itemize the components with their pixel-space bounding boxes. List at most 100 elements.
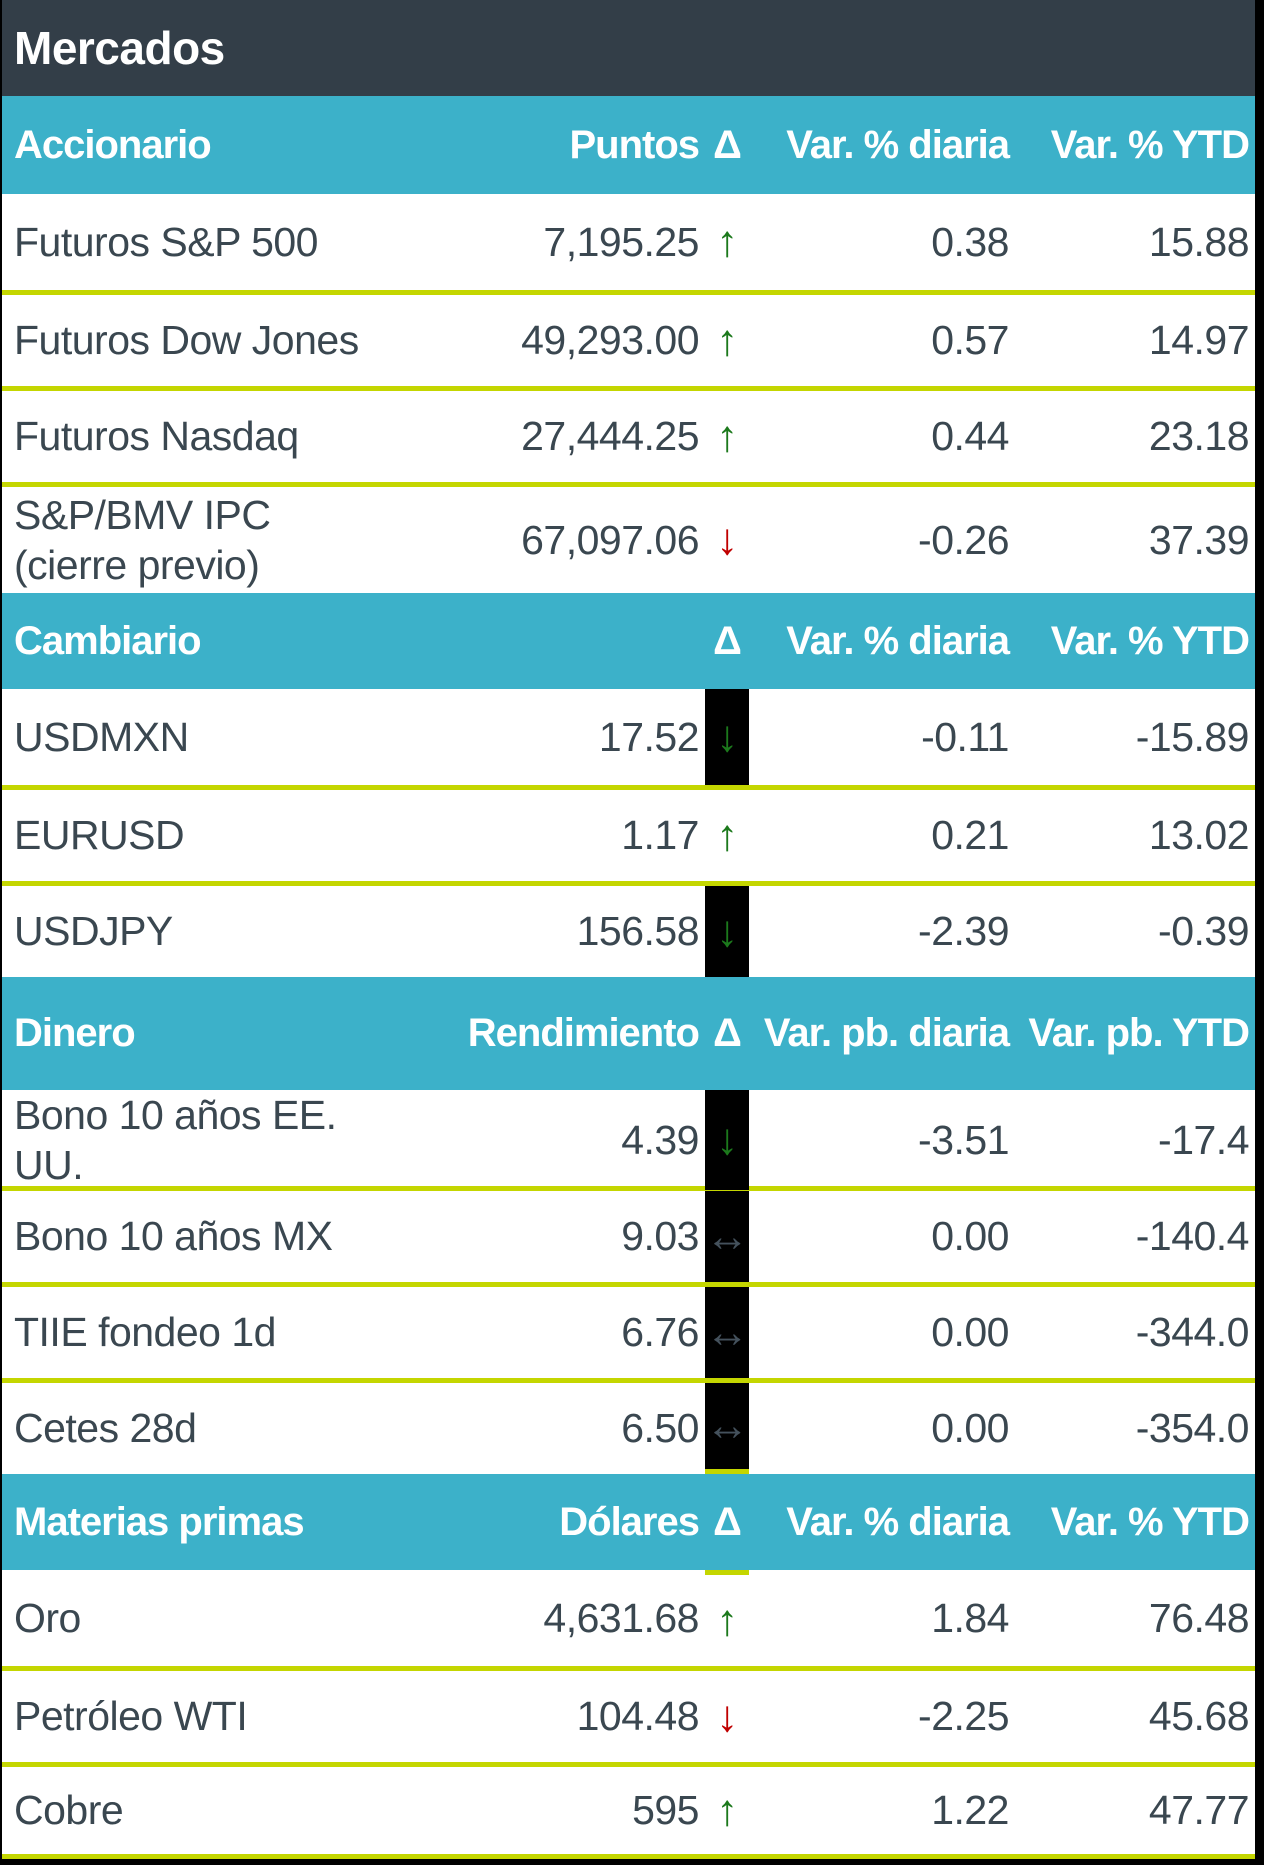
table-row: USDMXN 17.52 ↓ -0.11 -15.89 xyxy=(2,689,1255,785)
instrument-value: 9.03 xyxy=(621,1213,699,1260)
daily-change: -0.26 xyxy=(918,516,1009,563)
section-title: Cambiario xyxy=(14,618,202,663)
section-title: Materias primas xyxy=(14,1499,305,1544)
instrument-value: 156.58 xyxy=(576,908,700,955)
table-row: Futuros S&P 500 7,195.25 ↑ 0.38 15.88 xyxy=(2,194,1255,290)
daily-change: 1.84 xyxy=(931,1594,1009,1641)
ytd-column-header: Var. pb. YTD xyxy=(1028,1011,1250,1055)
instrument-label: EURUSD xyxy=(14,812,185,859)
section-rows-cambiario: USDMXN 17.52 ↓ -0.11 -15.89 EURUSD 1.17 … xyxy=(2,689,1255,977)
ytd-change: 13.02 xyxy=(1148,812,1250,859)
instrument-label: Bono 10 años MX xyxy=(14,1213,333,1260)
ytd-change: -354.0 xyxy=(1135,1405,1250,1452)
table-row: Cobre 595 ↑ 1.22 47.77 xyxy=(2,1762,1255,1854)
daily-change: -3.51 xyxy=(918,1117,1009,1163)
up-arrow-icon: ↑ xyxy=(716,1785,738,1835)
daily-column-header: Var. % diaria xyxy=(786,122,1010,167)
delta-column-header: Δ xyxy=(713,1011,742,1055)
ytd-change: 76.48 xyxy=(1148,1594,1250,1641)
left-right-arrow-icon: ↔ xyxy=(705,1287,749,1378)
ytd-change: 15.88 xyxy=(1148,218,1250,265)
page-title: Mercados xyxy=(14,22,225,74)
instrument-value: 27,444.25 xyxy=(521,413,699,460)
daily-change: 0.38 xyxy=(931,218,1009,265)
ytd-change: -0.39 xyxy=(1158,908,1249,955)
table-row: Bono 10 años EE. UU. 4.39 ↓ -3.51 -17.4 xyxy=(2,1090,1255,1191)
section-title: Accionario xyxy=(14,122,212,167)
daily-change: 0.00 xyxy=(931,1405,1009,1452)
table-row: TIIE fondeo 1d 6.76 ↔ 0.00 -344.0 xyxy=(2,1282,1255,1378)
ytd-column-header: Var. % YTD xyxy=(1050,122,1250,167)
table-row: Bono 10 años MX 9.03 ↔ 0.00 -140.4 xyxy=(2,1186,1255,1282)
daily-change: 0.44 xyxy=(931,413,1009,460)
value-column-header: Dólares xyxy=(559,1499,700,1544)
ytd-change: 45.68 xyxy=(1148,1693,1250,1740)
delta-column-header: Δ xyxy=(713,1499,742,1544)
instrument-value: 17.52 xyxy=(598,713,700,760)
delta-column-header: Δ xyxy=(713,122,742,167)
ytd-change: 47.77 xyxy=(1148,1787,1250,1834)
up-arrow-icon: ↑ xyxy=(716,810,738,860)
table-row: Futuros Nasdaq 27,444.25 ↑ 0.44 23.18 xyxy=(2,386,1255,482)
instrument-value: 4,631.68 xyxy=(543,1594,699,1641)
table-row: EURUSD 1.17 ↑ 0.21 13.02 xyxy=(2,785,1255,881)
daily-column-header: Var. pb. diaria xyxy=(763,1011,1010,1056)
value-column-header: Puntos xyxy=(569,122,700,167)
daily-change: -2.39 xyxy=(918,908,1009,955)
section-rows-accionario: Futuros S&P 500 7,195.25 ↑ 0.38 15.88 Fu… xyxy=(2,194,1255,593)
left-right-arrow-icon: ↔ xyxy=(705,1191,749,1282)
ytd-change: -17.4 xyxy=(1158,1117,1249,1163)
ytd-change: -15.89 xyxy=(1135,713,1250,760)
left-right-arrow-icon: ↔ xyxy=(705,1383,749,1474)
instrument-value: 595 xyxy=(632,1787,699,1834)
instrument-label: TIIE fondeo 1d xyxy=(14,1309,276,1356)
table-row: Cetes 28d 6.50 ↔ 0.00 -354.0 xyxy=(2,1378,1255,1474)
ytd-change: -344.0 xyxy=(1135,1309,1250,1356)
daily-change: -0.11 xyxy=(921,713,1009,760)
daily-change: 0.57 xyxy=(931,317,1009,364)
instrument-label: Cobre xyxy=(14,1787,124,1834)
instrument-label: USDJPY xyxy=(14,908,173,955)
instrument-label: S&P/BMV IPC (cierre previo) xyxy=(14,491,271,588)
table-row: USDJPY 156.58 ↓ -2.39 -0.39 xyxy=(2,881,1255,977)
daily-change: 0.21 xyxy=(931,812,1009,859)
daily-change: 0.00 xyxy=(931,1309,1009,1356)
instrument-label: Petróleo WTI xyxy=(14,1693,248,1740)
section-header-accionario: Accionario Puntos Δ Var. % diaria Var. %… xyxy=(2,96,1255,194)
daily-column-header: Var. % diaria xyxy=(786,618,1010,663)
instrument-label: Futuros Dow Jones xyxy=(14,317,359,364)
daily-change: -2.25 xyxy=(918,1693,1009,1740)
up-arrow-icon: ↑ xyxy=(705,1570,749,1666)
up-arrow-icon: ↑ xyxy=(716,411,738,461)
daily-change: 0.00 xyxy=(931,1213,1009,1260)
daily-column-header: Var. % diaria xyxy=(786,1499,1010,1544)
down-arrow-icon: ↓ xyxy=(716,1691,738,1741)
section-header-cambiario: Cambiario Δ Var. % diaria Var. % YTD xyxy=(2,593,1255,689)
table-row: S&P/BMV IPC (cierre previo) 67,097.06 ↓ … xyxy=(2,482,1255,593)
down-arrow-icon: ↓ xyxy=(705,886,749,977)
ytd-change: 23.18 xyxy=(1148,413,1250,460)
table-title-bar: Mercados xyxy=(2,0,1255,96)
instrument-value: 67,097.06 xyxy=(521,516,699,563)
instrument-label: Futuros S&P 500 xyxy=(14,218,318,265)
instrument-value: 4.39 xyxy=(621,1117,699,1163)
ytd-change: -140.4 xyxy=(1135,1213,1250,1260)
bottom-divider xyxy=(2,1854,1255,1859)
section-title: Dinero xyxy=(14,1011,136,1055)
instrument-label: Oro xyxy=(14,1594,81,1641)
down-arrow-icon: ↓ xyxy=(716,515,738,564)
instrument-label: USDMXN xyxy=(14,713,189,760)
instrument-label: Futuros Nasdaq xyxy=(14,413,299,460)
up-arrow-icon: ↑ xyxy=(716,217,738,266)
ytd-change: 37.39 xyxy=(1148,516,1250,563)
ytd-change: 14.97 xyxy=(1148,317,1250,364)
table-row: Oro 4,631.68 ↑ 1.84 76.48 xyxy=(2,1570,1255,1666)
down-arrow-icon: ↓ xyxy=(705,1090,749,1191)
instrument-label: Cetes 28d xyxy=(14,1405,197,1452)
section-header-materias-primas: Materias primas Dólares Δ Var. % diaria … xyxy=(2,1474,1255,1570)
down-arrow-icon: ↓ xyxy=(705,689,749,785)
table-row: Futuros Dow Jones 49,293.00 ↑ 0.57 14.97 xyxy=(2,290,1255,386)
ytd-column-header: Var. % YTD xyxy=(1050,1499,1250,1544)
